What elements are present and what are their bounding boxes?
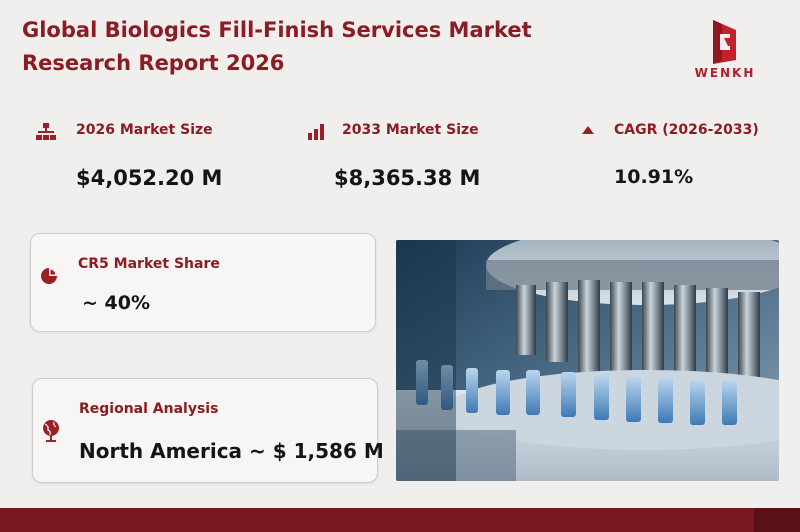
vial-filling-machine-photo	[396, 240, 779, 481]
regional-analysis-card: Regional Analysis North America ~ $ 1,58…	[32, 378, 384, 483]
wenkh-logo: WENKH	[680, 16, 770, 86]
triangle-up-icon	[582, 126, 594, 134]
metric-2026-market-size: 2026 Market Size $4,052.20 M	[36, 122, 276, 192]
card-value: ~ 40%	[82, 292, 151, 314]
footer-accent	[754, 508, 800, 532]
pie-chart-icon	[41, 268, 57, 284]
title-line-1: Global Biologics Fill-Finish Services Ma…	[22, 18, 532, 42]
logo-mark-icon	[713, 20, 736, 64]
metric-value: $4,052.20 M	[76, 166, 223, 190]
card-label: Regional Analysis	[79, 401, 219, 417]
card-label: CR5 Market Share	[78, 256, 220, 272]
metric-label: 2033 Market Size	[342, 122, 479, 138]
footer-bar	[0, 508, 800, 532]
metric-label: 2026 Market Size	[76, 122, 213, 138]
metric-label: CAGR (2026-2033)	[614, 122, 759, 138]
metric-value: 10.91%	[614, 166, 694, 188]
report-title: Global Biologics Fill-Finish Services Ma…	[22, 14, 582, 80]
title-line-2: Research Report 2026	[22, 51, 285, 75]
cr5-market-share-card: CR5 Market Share ~ 40%	[30, 233, 376, 332]
metric-2033-market-size: 2033 Market Size $8,365.38 M	[308, 122, 548, 192]
org-chart-icon	[36, 123, 56, 140]
metric-value: $8,365.38 M	[334, 166, 481, 190]
bar-chart-icon	[308, 124, 324, 140]
card-value: North America ~ $ 1,586 M	[79, 439, 384, 463]
metric-cagr: CAGR (2026-2033) 10.91%	[582, 122, 792, 192]
logo-text: WENKH	[694, 66, 756, 80]
globe-icon	[43, 420, 59, 442]
